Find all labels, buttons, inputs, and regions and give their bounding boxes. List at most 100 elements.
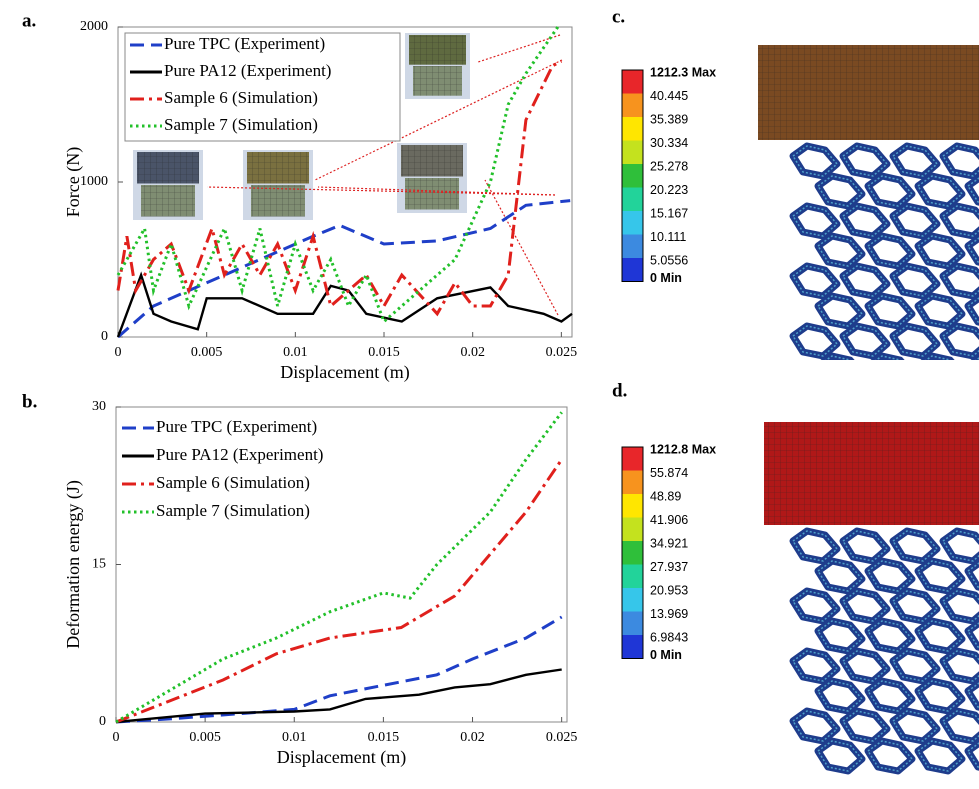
level-label: 6.9843 [650,630,688,644]
x-tick-label: 0.01 [283,345,308,360]
panel-label: d. [612,380,627,401]
color-band [622,565,643,589]
x-tick-label: 0.01 [282,730,307,745]
level-label: 13.969 [650,607,688,621]
lattice-cell-mesh [968,356,979,386]
x-tick-label: 0.025 [546,345,578,360]
level-label: 20.953 [650,583,688,597]
level-label: 10.111 [650,230,686,244]
level-label: 35.389 [650,112,688,126]
series-line [118,201,570,337]
inset-mesh [401,145,463,177]
inset-lattice-mesh [405,178,459,210]
arrow [478,35,560,62]
color-band [622,494,643,518]
lattice-cell [943,206,979,236]
x-tick-label: 0.02 [460,730,485,745]
legend-label: Pure TPC (Experiment) [156,417,317,436]
legend-label: Pure TPC (Experiment) [164,34,325,53]
color-band [622,188,643,212]
color-band [622,141,643,165]
inset-mesh [247,152,309,184]
lattice-cell-mesh [818,356,862,386]
level-label: 27.937 [650,560,688,574]
y-axis-label: Deformation energy (J) [63,480,84,649]
color-band [622,70,643,94]
level-label: 41.906 [650,513,688,527]
color-band [622,635,643,659]
color-band [622,588,643,612]
y-axis-label: Force (N) [63,147,84,217]
x-tick-label: 0.015 [368,730,400,745]
level-label: 25.278 [650,159,688,173]
color-band [622,211,643,235]
legend-label: Sample 6 (Simulation) [156,473,310,492]
contour-block-mesh [764,422,979,525]
color-band [622,235,643,259]
level-label: 15.167 [650,206,688,220]
x-tick-label: 0.025 [546,730,578,745]
min-label: 0 Min [650,648,682,662]
contour-block-mesh [758,45,979,140]
legend-label: Sample 6 (Simulation) [164,88,318,107]
y-tick-label: 30 [92,399,106,414]
color-band [622,164,643,188]
y-tick-label: 2000 [80,19,108,34]
panel-label: a. [22,10,36,31]
lattice-cell [818,356,862,386]
lattice-cell [943,651,979,681]
color-band [622,518,643,542]
level-label: 34.921 [650,536,688,550]
x-axis-label: Displacement (m) [280,362,409,383]
lattice-cell [943,326,979,356]
contour-image [764,422,979,771]
panel-label: c. [612,6,625,27]
level-label: 30.334 [650,136,688,150]
max-label: 1212.8 Max [650,442,716,456]
lattice-cell-mesh [868,356,912,386]
legend-label: Pure PA12 (Experiment) [156,445,323,464]
x-tick-label: 0.005 [191,345,223,360]
lattice-cell-mesh [918,356,962,386]
x-tick-label: 0.005 [189,730,221,745]
inset-lattice-mesh [251,185,305,217]
contour-image [758,45,979,386]
series-line [116,670,562,723]
lattice-cell [943,711,979,741]
x-tick-label: 0.02 [460,345,485,360]
level-label: 20.223 [650,183,688,197]
y-tick-label: 1000 [80,174,108,189]
color-band [622,117,643,141]
level-label: 5.0556 [650,253,688,267]
color-band [622,94,643,118]
lattice-cell [868,356,912,386]
inset-mesh [409,35,466,65]
lattice-cell [968,356,979,386]
lattice-cell [943,531,979,561]
legend-label: Sample 7 (Simulation) [156,501,310,520]
y-tick-label: 15 [92,557,106,572]
panel-label: b. [22,391,37,412]
color-band [622,612,643,636]
x-tick-label: 0 [115,345,122,360]
y-tick-label: 0 [101,329,108,344]
y-tick-label: 0 [99,714,106,729]
color-band [622,471,643,495]
inset-mesh [137,152,199,184]
color-band [622,541,643,565]
inset-lattice-mesh [413,66,462,96]
color-band [622,447,643,471]
lattice-cell [918,356,962,386]
level-label: 48.89 [650,489,681,503]
level-label: 40.445 [650,89,688,103]
max-label: 1212.3 Max [650,65,716,79]
figure: a. 0 0.005 0.01 0.015 0.02 0.025 0 1000 2000 Displ… [0,0,979,789]
x-tick-label: 0 [113,730,120,745]
x-tick-label: 0.015 [368,345,400,360]
lattice-cell [943,591,979,621]
x-axis-label: Displacement (m) [277,747,406,768]
lattice-cell [943,146,979,176]
lattice-cell [943,266,979,296]
legend-label: Pure PA12 (Experiment) [164,61,331,80]
min-label: 0 Min [650,271,682,285]
